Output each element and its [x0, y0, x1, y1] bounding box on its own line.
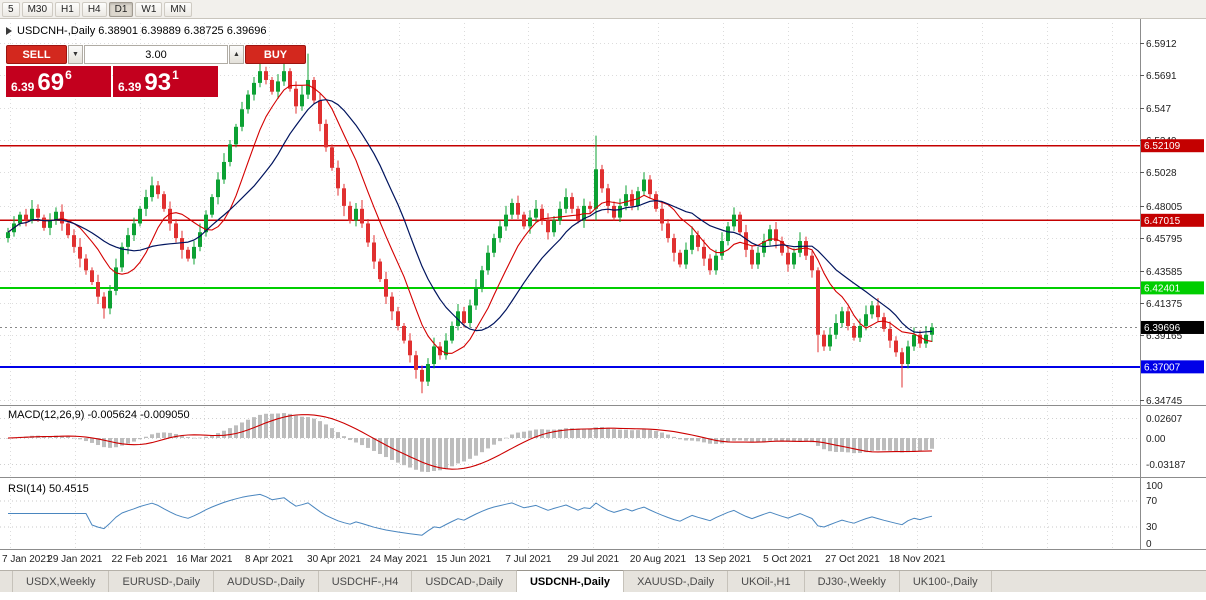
moving-averages-layer: [7, 84, 933, 354]
buy-price-box[interactable]: 6.39 93 1: [113, 66, 218, 97]
sell-price-big: 69: [37, 68, 65, 96]
svg-text:0.02607: 0.02607: [1146, 414, 1183, 425]
rsi-layer: [0, 493, 1140, 536]
svg-text:6.5912: 6.5912: [1146, 39, 1177, 50]
timeframe-button-5[interactable]: 5: [2, 1, 20, 17]
buy-button[interactable]: BUY: [245, 45, 306, 64]
volume-input[interactable]: [84, 45, 228, 64]
svg-text:6.5028: 6.5028: [1146, 168, 1177, 179]
candles-layer: [6, 53, 934, 394]
svg-text:100: 100: [1146, 481, 1163, 492]
price-tag: 6.37007: [1141, 360, 1204, 374]
chart-tab-usdx[interactable]: USDX,Weekly: [12, 571, 110, 592]
volume-increase-icon[interactable]: ▲: [229, 45, 244, 64]
sell-price-prefix: 6.39: [11, 79, 35, 94]
price-tag: 6.47015: [1141, 213, 1204, 227]
one-click-trade-panel: SELL ▼ ▲ BUY 6.39 69 6 6.39 93 1: [6, 45, 306, 97]
chart-tab-xauusd[interactable]: XAUUSD-,Daily: [624, 571, 729, 592]
svg-text:0.00: 0.00: [1146, 434, 1166, 445]
chart-canvas[interactable]: 6.59126.56916.5476.52496.50286.480056.45…: [0, 19, 1206, 568]
svg-text:6.42401: 6.42401: [1144, 283, 1181, 294]
svg-text:5 Oct 2021: 5 Oct 2021: [763, 554, 812, 565]
svg-text:27 Oct 2021: 27 Oct 2021: [825, 554, 880, 565]
timeframe-toolbar: 5 M30 H1 H4 D1 W1 MN: [0, 0, 1206, 19]
macd-layer: [0, 413, 1140, 472]
svg-text:18 Nov 2021: 18 Nov 2021: [889, 554, 946, 565]
sell-price-box[interactable]: 6.39 69 6: [6, 66, 111, 97]
svg-text:29 Jan 2021: 29 Jan 2021: [47, 554, 102, 565]
svg-text:8 Apr 2021: 8 Apr 2021: [245, 554, 294, 565]
chart-tabs-bar: USDX,Weekly EURUSD-,Daily AUDUSD-,Daily USD…: [0, 570, 1206, 592]
svg-text:6.39165: 6.39165: [1146, 331, 1183, 342]
svg-text:6.47015: 6.47015: [1144, 216, 1181, 227]
chart-tab-uk100[interactable]: UK100-,Daily: [900, 571, 992, 592]
svg-text:30 Apr 2021: 30 Apr 2021: [307, 554, 361, 565]
svg-text:24 May 2021: 24 May 2021: [370, 554, 428, 565]
chart-tab-eurusd[interactable]: EURUSD-,Daily: [109, 571, 215, 592]
svg-text:7 Jan 2021: 7 Jan 2021: [2, 554, 52, 565]
grid-layer: [0, 23, 1140, 549]
svg-text:0: 0: [1146, 539, 1152, 550]
svg-text:22 Feb 2021: 22 Feb 2021: [112, 554, 169, 565]
horizontal-lines-layer[interactable]: [0, 145, 1140, 368]
svg-text:7 Jul 2021: 7 Jul 2021: [505, 554, 552, 565]
svg-text:-0.03187: -0.03187: [1146, 460, 1186, 471]
svg-text:6.547: 6.547: [1146, 104, 1171, 115]
timeframe-button-d1[interactable]: D1: [108, 1, 134, 17]
svg-text:6.52109: 6.52109: [1144, 141, 1181, 152]
svg-text:6.41375: 6.41375: [1146, 299, 1183, 310]
svg-text:16 Mar 2021: 16 Mar 2021: [176, 554, 233, 565]
buy-price-prefix: 6.39: [118, 79, 142, 94]
svg-text:6.34745: 6.34745: [1146, 396, 1183, 407]
price-axis: 6.59126.56916.5476.52496.50286.480056.45…: [1140, 39, 1204, 550]
svg-text:20 Aug 2021: 20 Aug 2021: [630, 554, 687, 565]
svg-text:6.5691: 6.5691: [1146, 71, 1177, 82]
svg-text:6.43585: 6.43585: [1146, 267, 1183, 278]
svg-text:15 Jun 2021: 15 Jun 2021: [436, 554, 491, 565]
chart-tab-usdcnh[interactable]: USDCNH-,Daily: [516, 570, 625, 592]
svg-text:30: 30: [1146, 522, 1158, 533]
price-tag: 6.52109: [1141, 139, 1204, 153]
svg-text:6.37007: 6.37007: [1144, 362, 1181, 373]
svg-text:6.39696: 6.39696: [1144, 323, 1181, 334]
timeframe-button-h1[interactable]: H1: [55, 1, 80, 17]
chart-tab-usdchf[interactable]: USDCHF-,H4: [319, 571, 413, 592]
price-tag: 6.42401: [1141, 281, 1204, 295]
svg-text:6.45795: 6.45795: [1146, 234, 1183, 245]
timeframe-button-w1[interactable]: W1: [135, 1, 163, 17]
volume-decrease-icon[interactable]: ▼: [68, 45, 83, 64]
timeframe-button-h4[interactable]: H4: [81, 1, 107, 17]
sell-button[interactable]: SELL: [6, 45, 67, 64]
svg-text:13 Sep 2021: 13 Sep 2021: [694, 554, 751, 565]
sell-price-sup: 6: [65, 68, 72, 82]
panel-frame: [0, 19, 1206, 550]
price-tag: 6.39696: [1141, 320, 1204, 334]
timeframe-button-mn[interactable]: MN: [164, 1, 192, 17]
chart-tab-ukoil[interactable]: UKOil-,H1: [728, 571, 805, 592]
svg-text:29 Jul 2021: 29 Jul 2021: [567, 554, 619, 565]
chart-tab-usdcad[interactable]: USDCAD-,Daily: [412, 571, 517, 592]
chart-tab-audusd[interactable]: AUDUSD-,Daily: [214, 571, 319, 592]
buy-price-big: 93: [144, 68, 172, 96]
timeframe-button-m30[interactable]: M30: [21, 1, 54, 17]
chart-tab-dj30[interactable]: DJ30-,Weekly: [805, 571, 900, 592]
svg-text:70: 70: [1146, 496, 1158, 507]
buy-price-sup: 1: [172, 68, 179, 82]
chart-region: 6.59126.56916.5476.52496.50286.480056.45…: [0, 19, 1206, 568]
svg-text:6.48005: 6.48005: [1146, 202, 1183, 213]
